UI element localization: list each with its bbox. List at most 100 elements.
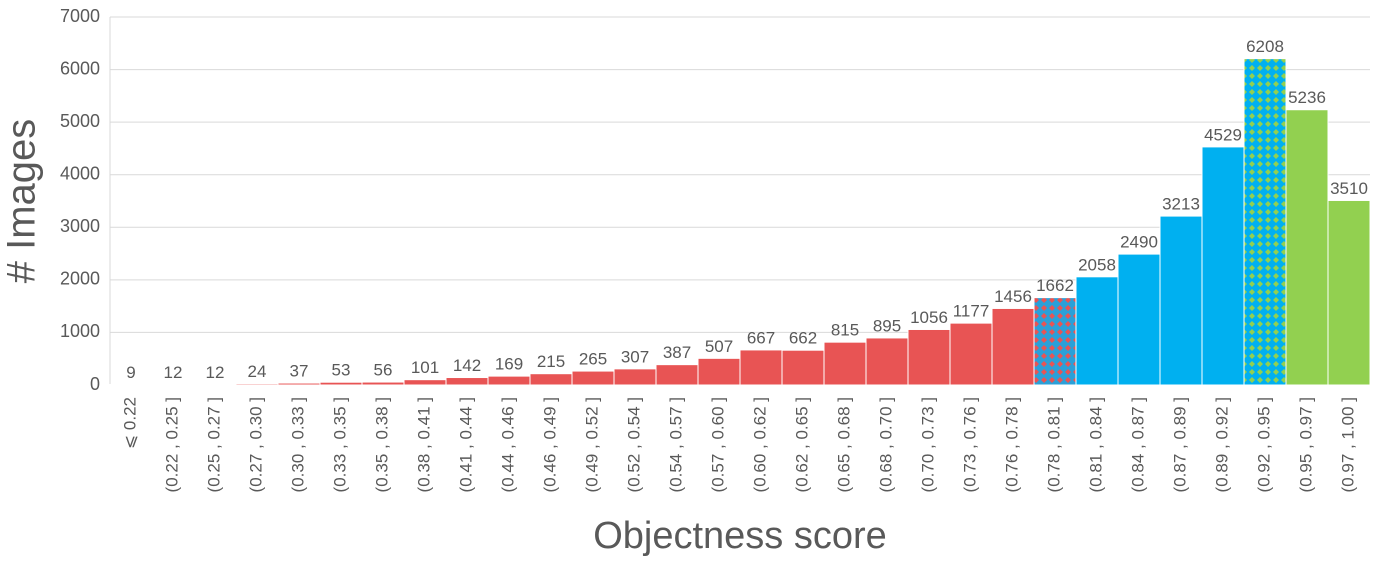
bar	[1033, 297, 1077, 386]
data-label: 307	[621, 347, 649, 366]
data-label: 12	[206, 363, 225, 382]
x-tick-label: (0.25 , 0.27 ]	[204, 397, 223, 492]
y-tick-label: 7000	[60, 6, 100, 26]
data-label: 56	[374, 361, 393, 380]
x-tick-label: (0.27 , 0.30 ]	[246, 397, 265, 492]
bar	[865, 337, 909, 386]
x-axis-title: Objectness score	[593, 515, 887, 557]
data-label: 2058	[1078, 255, 1116, 274]
y-tick-label: 2000	[60, 269, 100, 289]
x-tick-label: (0.22 , 0.25 ]	[162, 397, 181, 492]
x-tick-label: (0.68 , 0.70 ]	[876, 397, 895, 492]
bar	[277, 382, 321, 386]
bar	[907, 328, 951, 386]
bar	[193, 383, 237, 386]
x-tick-label: (0.30 , 0.33 ]	[288, 397, 307, 492]
x-tick-label: (0.33 , 0.35 ]	[330, 397, 349, 492]
bar	[991, 307, 1035, 386]
x-tick-label: (0.60 , 0.62 ]	[750, 397, 769, 492]
x-tick-label: (0.46 , 0.49 ]	[540, 397, 559, 492]
data-label: 101	[411, 358, 439, 377]
bar	[655, 364, 699, 386]
x-tick-label: (0.38 , 0.41 ]	[414, 397, 433, 492]
data-label: 265	[579, 350, 607, 369]
data-label: 895	[873, 316, 901, 335]
x-tick-label: (0.95 , 0.97 ]	[1296, 397, 1315, 492]
data-label: 142	[453, 356, 481, 375]
bar	[949, 322, 993, 386]
x-tick-label: (0.54 , 0.57 ]	[666, 397, 685, 492]
data-label: 37	[290, 362, 309, 381]
data-label: 507	[705, 337, 733, 356]
bar	[571, 370, 615, 386]
bar	[739, 349, 783, 386]
data-label: 387	[663, 343, 691, 362]
data-label: 6208	[1246, 37, 1284, 56]
bar	[151, 383, 195, 386]
data-label: 12	[164, 363, 183, 382]
x-tick-label: (0.44 , 0.46 ]	[498, 397, 517, 492]
x-tick-label: (0.97 , 1.00 ]	[1338, 397, 1357, 492]
y-tick-label: 0	[90, 374, 100, 394]
bar	[1159, 215, 1203, 386]
data-label: 53	[332, 361, 351, 380]
data-label: 1662	[1036, 276, 1074, 295]
data-label: 1177	[953, 302, 990, 321]
y-tick-label: 5000	[60, 111, 100, 131]
x-tick-label: (0.87 , 0.89 ]	[1170, 397, 1189, 492]
data-label: 662	[789, 329, 817, 348]
x-tick-label: (0.76 , 0.78 ]	[1002, 397, 1021, 492]
x-tick-label: (0.49 , 0.52 ]	[582, 397, 601, 492]
bar	[1243, 58, 1287, 386]
x-tick-label: (0.81 , 0.84 ]	[1086, 397, 1105, 492]
data-label: 667	[747, 328, 775, 347]
y-axis-title: # Images	[0, 119, 44, 284]
y-tick-label: 6000	[60, 58, 100, 78]
x-tick-label: (0.84 , 0.87 ]	[1128, 397, 1147, 492]
bar	[1075, 276, 1119, 386]
x-tick-label: (0.89 , 0.92 ]	[1212, 397, 1231, 492]
bar	[781, 349, 825, 386]
bar	[445, 377, 489, 386]
x-tick-label: (0.73 , 0.76 ]	[960, 397, 979, 492]
x-tick-label: (0.52 , 0.54 ]	[624, 397, 643, 492]
x-tick-label: (0.57 , 0.60 ]	[708, 397, 727, 492]
data-label: 215	[537, 352, 565, 371]
data-label: 9	[126, 363, 135, 382]
data-label: 3213	[1162, 195, 1200, 214]
bar	[823, 341, 867, 386]
data-label: 1456	[994, 287, 1032, 306]
bar	[1285, 109, 1329, 386]
bar	[697, 357, 741, 386]
y-tick-label: 1000	[60, 321, 100, 341]
x-tick-label: (0.35 , 0.38 ]	[372, 397, 391, 492]
bar	[235, 383, 279, 386]
data-label: 24	[248, 362, 267, 381]
x-tick-label: (0.92 , 0.95 ]	[1254, 397, 1273, 492]
y-tick-label: 3000	[60, 216, 100, 236]
data-label: 5236	[1288, 88, 1326, 107]
bar	[1201, 146, 1245, 386]
bar	[1327, 199, 1371, 386]
bar	[1117, 253, 1161, 386]
data-label: 4529	[1204, 125, 1242, 144]
bar	[361, 381, 405, 386]
data-label: 169	[495, 355, 523, 374]
data-label: 2490	[1120, 233, 1158, 252]
x-tick-label: ⩽ 0.22	[120, 397, 139, 449]
data-label: 815	[831, 321, 859, 340]
bar	[613, 368, 657, 386]
bar	[487, 375, 531, 386]
bar	[529, 373, 573, 386]
data-label: 1056	[910, 308, 948, 327]
x-tick-label: (0.65 , 0.68 ]	[834, 397, 853, 492]
y-tick-label: 4000	[60, 163, 100, 183]
bar	[403, 379, 447, 386]
x-tick-label: (0.78 , 0.81 ]	[1044, 397, 1063, 492]
x-tick-label: (0.70 , 0.73 ]	[918, 397, 937, 492]
x-tick-label: (0.62 , 0.65 ]	[792, 397, 811, 492]
data-label: 3510	[1330, 179, 1368, 198]
x-tick-label: (0.41 , 0.44 ]	[456, 397, 475, 492]
bar	[319, 381, 363, 386]
